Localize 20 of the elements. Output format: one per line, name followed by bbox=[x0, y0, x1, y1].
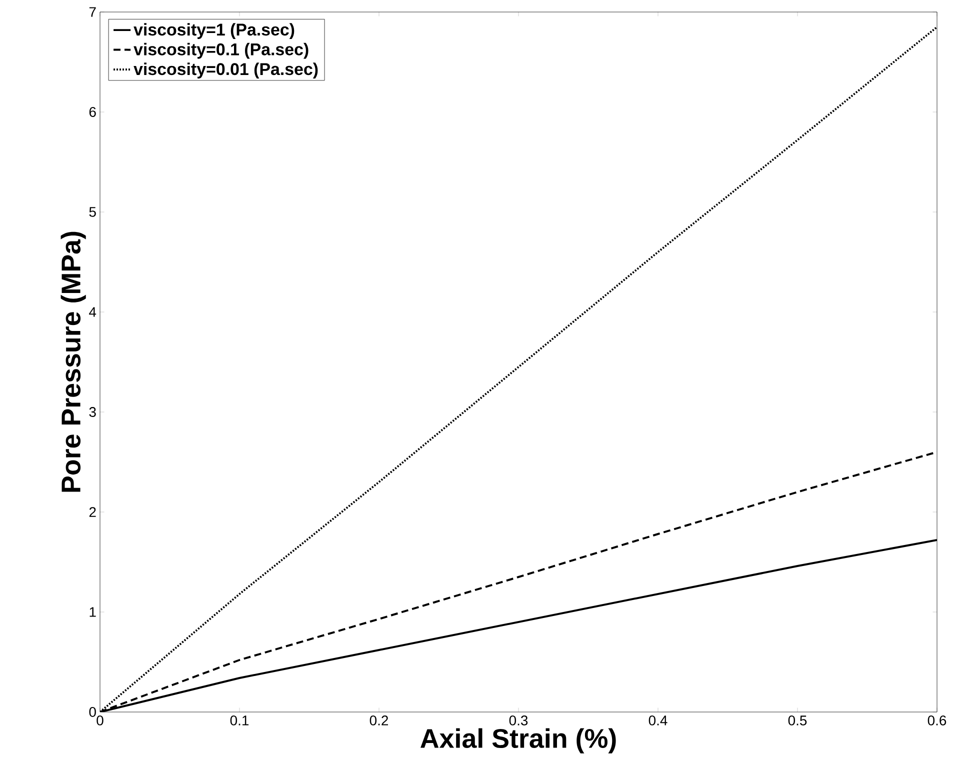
y-tick-label: 5 bbox=[89, 207, 96, 217]
x-tick-label: 0.1 bbox=[230, 716, 249, 726]
x-tick-label: 0.6 bbox=[928, 716, 946, 726]
x-tick-label: 0.3 bbox=[509, 716, 528, 726]
y-tick-label: 4 bbox=[89, 307, 96, 317]
x-tick-label: 0.2 bbox=[370, 716, 388, 726]
y-tick-label: 1 bbox=[90, 607, 96, 617]
y-tick-label: 0 bbox=[89, 707, 96, 717]
legend-label: viscosity=0.1 (Pa.sec) bbox=[134, 42, 308, 59]
y-axis-title: Pore Pressure (MPa) bbox=[60, 232, 86, 492]
legend-label: viscosity=0.01 (Pa.sec) bbox=[134, 62, 318, 78]
x-tick-label: 0.5 bbox=[788, 716, 807, 726]
y-tick-label: 7 bbox=[89, 7, 96, 17]
legend-label: viscosity=1 (Pa.sec) bbox=[134, 23, 294, 39]
x-tick-label: 0 bbox=[96, 716, 104, 726]
y-tick-label: 6 bbox=[89, 107, 96, 117]
y-tick-label: 2 bbox=[89, 507, 96, 517]
x-tick-label: 0.4 bbox=[648, 716, 668, 726]
y-tick-label: 3 bbox=[89, 407, 96, 417]
x-axis-title: Axial Strain (%) bbox=[420, 728, 616, 754]
